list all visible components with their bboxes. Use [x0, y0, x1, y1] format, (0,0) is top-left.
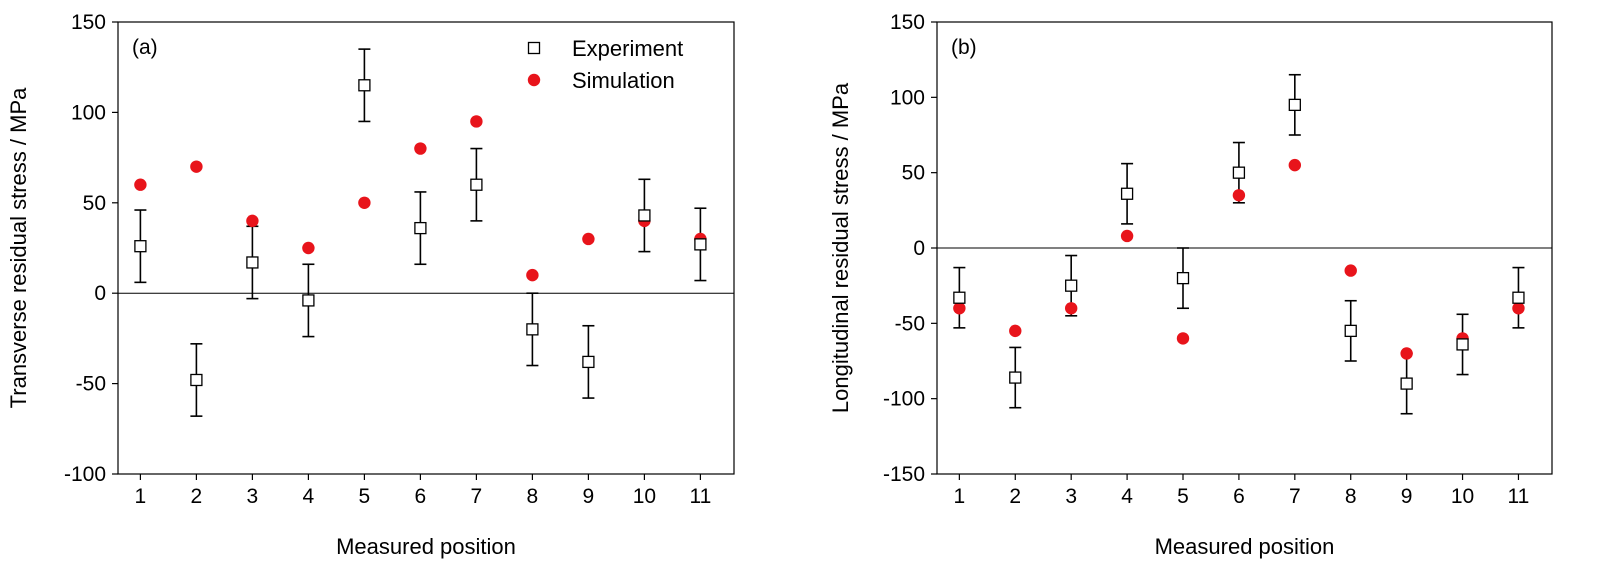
simulation-point [302, 241, 315, 255]
simulation-point [582, 232, 595, 246]
experiment-point [953, 291, 966, 304]
x-tick-label: 1 [954, 485, 966, 508]
panel-label: (b) [951, 36, 977, 59]
x-tick-label: 6 [1233, 485, 1245, 508]
x-tick-label: 11 [1508, 485, 1530, 508]
x-axis-label: Measured position [336, 534, 516, 559]
experiment-point [358, 79, 371, 92]
y-tick-label: -100 [64, 463, 106, 486]
experiment-point [526, 323, 539, 336]
simulation-point [1009, 324, 1022, 338]
experiment-point [1400, 377, 1413, 390]
simulation-point [1288, 158, 1302, 172]
experiment-point [1009, 371, 1022, 384]
y-tick-label: 100 [890, 86, 925, 109]
simulation-point [1344, 264, 1357, 277]
y-tick-label: -150 [883, 463, 925, 486]
y-tick-label: 0 [94, 282, 106, 305]
legend-simulation-marker [527, 73, 541, 87]
simulation-point [953, 302, 966, 315]
experiment-point [470, 178, 483, 191]
legend: Experiment Simulation [527, 36, 683, 93]
x-tick-label: 7 [1289, 485, 1301, 508]
simulation-point [134, 178, 147, 191]
x-tick-label: 8 [1345, 485, 1357, 508]
legend-experiment-marker [527, 41, 541, 55]
simulation-point [526, 268, 539, 282]
x-tick-label: 7 [471, 485, 483, 508]
experiment-point [638, 209, 651, 222]
x-tick-label: 5 [359, 485, 371, 508]
x-tick-label: 10 [1451, 485, 1474, 508]
experiment-point [1176, 271, 1190, 285]
x-tick-label: 8 [527, 485, 539, 508]
x-tick-label: 3 [1065, 485, 1077, 508]
x-tick-label: 10 [633, 485, 656, 508]
simulation-point [246, 214, 259, 228]
experiment-point [414, 221, 427, 235]
y-axis-label: Longitudinal residual stress / MPa [828, 82, 853, 413]
experiment-point [134, 240, 147, 253]
experiment-point [1512, 291, 1525, 304]
y-tick-label: -50 [895, 312, 925, 335]
experiment-point [1288, 98, 1301, 112]
experiment-point [246, 256, 259, 269]
y-axis-label: Transverse residual stress / MPa [6, 87, 31, 408]
simulation-point [470, 115, 483, 128]
y-tick-label: 150 [890, 11, 925, 34]
chart-panel-a: -100 -50 0 50 100 150 1 2 3 4 5 6 7 8 9 10 11 Measured po… [6, 11, 735, 559]
simulation-point [1232, 189, 1246, 202]
x-tick-label: 11 [689, 485, 711, 508]
legend-simulation-label: Simulation [572, 68, 675, 93]
simulation-point [1176, 332, 1190, 345]
simulation-point [1512, 302, 1525, 315]
x-axis-label: Measured position [1155, 534, 1335, 559]
simulation-point [414, 142, 427, 155]
simulation-point [190, 160, 203, 173]
x-tick-label: 4 [303, 485, 315, 508]
x-tick-label: 6 [415, 485, 427, 508]
x-tick-label: 3 [247, 485, 259, 508]
simulation-point [1400, 347, 1413, 360]
simulation-point [358, 196, 371, 209]
legend-experiment-label: Experiment [572, 36, 683, 61]
experiment-point [1456, 338, 1469, 351]
x-tick-label: 2 [1009, 485, 1021, 508]
x-tick-label: 2 [191, 485, 203, 508]
y-tick-label: 50 [902, 162, 925, 185]
experiment-point [582, 355, 595, 369]
y-tick-label: 100 [71, 101, 106, 124]
experiment-point [1120, 187, 1134, 200]
experiment-point [302, 294, 315, 307]
chart-panel-b: -150 -100 -50 0 50 100 150 1 2 3 4 5 6 7 8 9 10 11 Measure… [828, 11, 1553, 559]
experiment-point [694, 238, 707, 251]
x-tick-label: 5 [1177, 485, 1189, 508]
simulation-point [1064, 302, 1078, 315]
y-tick-label: -100 [883, 388, 925, 411]
simulation-point [1120, 229, 1134, 243]
experiment-point [1344, 324, 1357, 338]
experiment-point [190, 373, 203, 387]
y-tick-label: 150 [71, 11, 106, 34]
x-tick-label: 1 [135, 485, 147, 508]
x-tick-label: 9 [583, 485, 595, 508]
panel-label: (a) [132, 36, 158, 59]
plot-frame [117, 21, 735, 475]
experiment-point [1065, 279, 1078, 292]
x-tick-label: 9 [1401, 485, 1413, 508]
y-tick-label: -50 [76, 373, 106, 396]
y-tick-label: 50 [83, 192, 106, 215]
experiment-point [1232, 166, 1246, 179]
x-tick-label: 4 [1121, 485, 1133, 508]
y-tick-label: 0 [913, 237, 925, 260]
